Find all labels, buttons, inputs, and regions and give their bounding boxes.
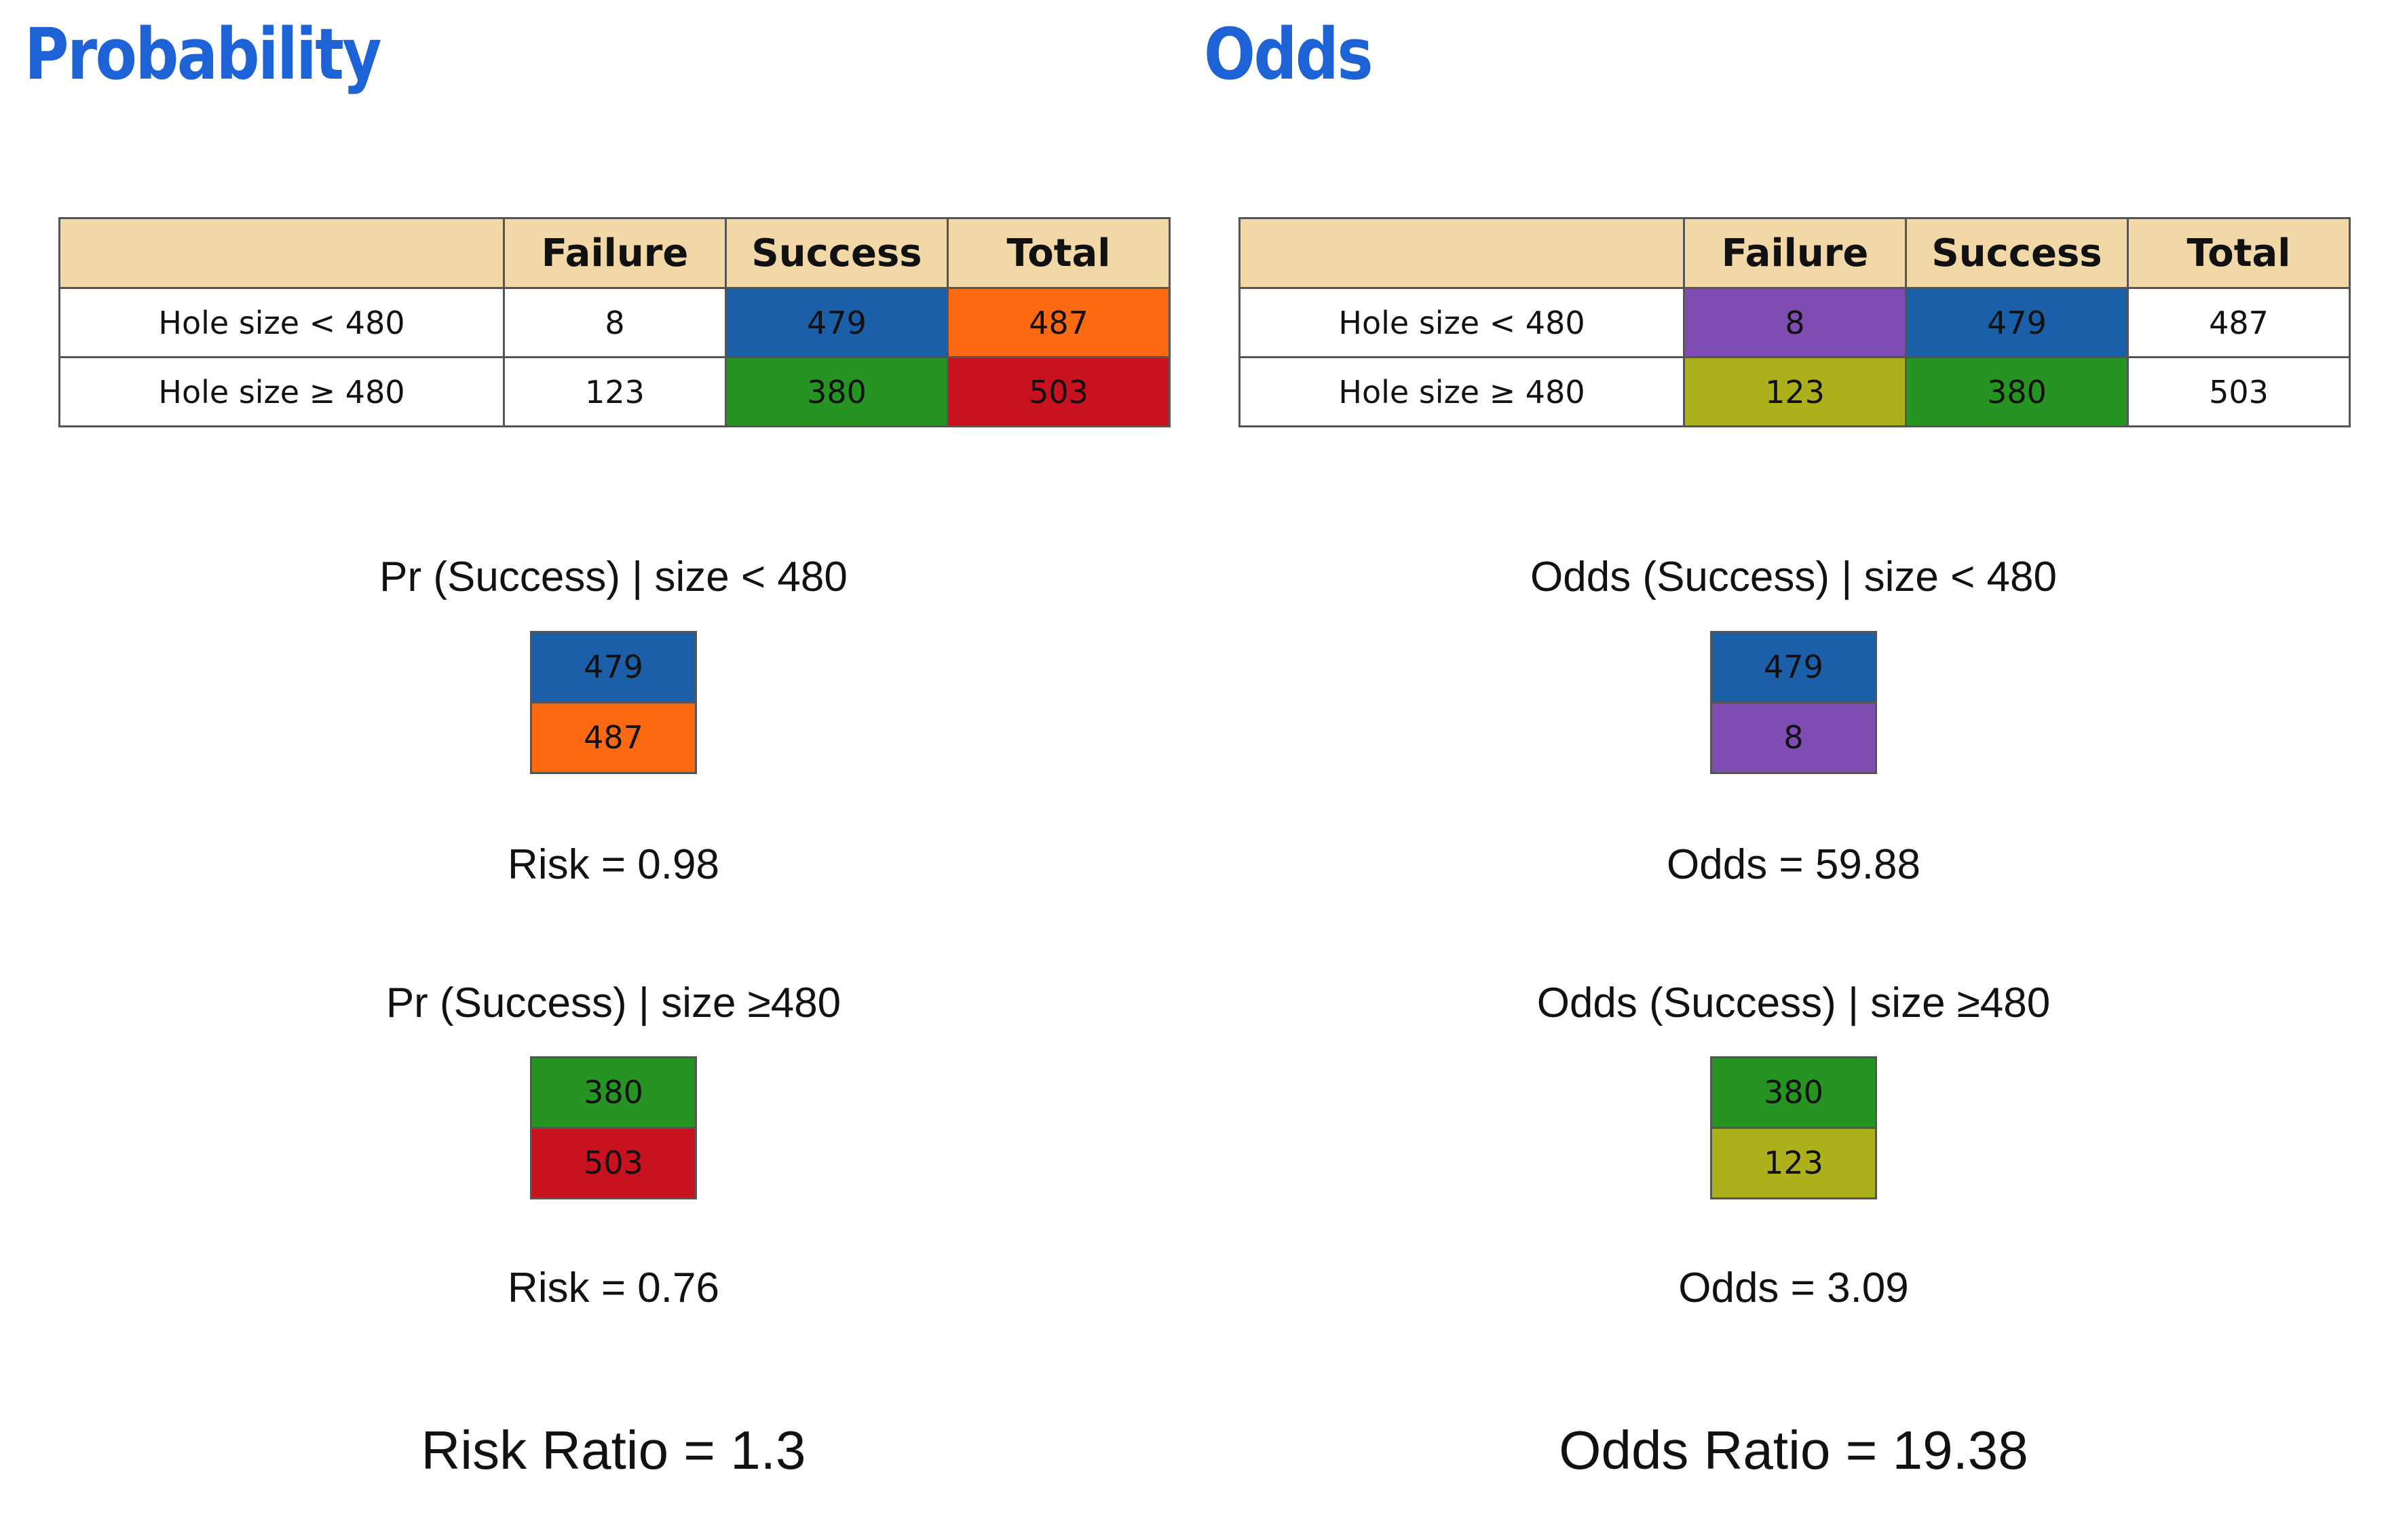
odds-ratio: Odds Ratio = 19.38	[1559, 1420, 2028, 1480]
table-header-row: Failure Success Total	[58, 217, 1171, 289]
fraction-numerator: 380	[1712, 1058, 1875, 1129]
row-label: Hole size < 480	[58, 287, 505, 358]
cell-failure: 8	[503, 287, 727, 358]
cell-success: 479	[1905, 287, 2129, 358]
probability-contingency-table: Failure Success Total Hole size < 480 8 …	[58, 217, 1171, 427]
header-success: Success	[725, 217, 949, 289]
header-corner	[58, 217, 505, 289]
fraction-denominator: 8	[1712, 704, 1875, 772]
row-label: Hole size ≥ 480	[58, 356, 505, 427]
header-success: Success	[1905, 217, 2129, 289]
odds-heading: Odds	[1204, 13, 1374, 96]
probability-calc1-label: Pr (Success) | size < 480	[379, 554, 848, 600]
cell-total: 487	[947, 287, 1171, 358]
cell-failure: 8	[1683, 287, 1907, 358]
table-row: Hole size ≥ 480 123 380 503	[58, 356, 1171, 427]
header-total: Total	[947, 217, 1171, 289]
odds-calc2-fraction: 380 123	[1710, 1056, 1877, 1199]
header-failure: Failure	[1683, 217, 1907, 289]
header-total: Total	[2127, 217, 2351, 289]
table-row: Hole size ≥ 480 123 380 503	[1238, 356, 2351, 427]
fraction-numerator: 380	[532, 1058, 695, 1129]
cell-failure: 123	[1683, 356, 1907, 427]
fraction-numerator: 479	[532, 633, 695, 704]
odds-calc2-result: Odds = 3.09	[1678, 1265, 1909, 1311]
cell-success: 479	[725, 287, 949, 358]
probability-heading: Probability	[24, 13, 382, 96]
odds-calc2-label: Odds (Success) | size ≥480	[1536, 980, 2051, 1026]
odds-calc1-fraction: 479 8	[1710, 631, 1877, 774]
probability-calc2-label: Pr (Success) | size ≥480	[385, 980, 841, 1026]
row-label: Hole size ≥ 480	[1238, 356, 1685, 427]
row-label: Hole size < 480	[1238, 287, 1685, 358]
header-corner	[1238, 217, 1685, 289]
table-header-row: Failure Success Total	[1238, 217, 2351, 289]
table-row: Hole size < 480 8 479 487	[1238, 287, 2351, 358]
cell-success: 380	[725, 356, 949, 427]
header-failure: Failure	[503, 217, 727, 289]
cell-total: 487	[2127, 287, 2351, 358]
table-row: Hole size < 480 8 479 487	[58, 287, 1171, 358]
fraction-denominator: 487	[532, 704, 695, 772]
fraction-denominator: 503	[532, 1129, 695, 1197]
risk-ratio: Risk Ratio = 1.3	[421, 1420, 806, 1480]
probability-calc2-result: Risk = 0.76	[508, 1265, 719, 1311]
cell-failure: 123	[503, 356, 727, 427]
fraction-denominator: 123	[1712, 1129, 1875, 1197]
probability-calc1-fraction: 479 487	[530, 631, 697, 774]
odds-calc1-result: Odds = 59.88	[1667, 841, 1920, 888]
odds-contingency-table: Failure Success Total Hole size < 480 8 …	[1238, 217, 2351, 427]
cell-total: 503	[947, 356, 1171, 427]
cell-total: 503	[2127, 356, 2351, 427]
cell-success: 380	[1905, 356, 2129, 427]
probability-calc2-fraction: 380 503	[530, 1056, 697, 1199]
odds-calc1-label: Odds (Success) | size < 480	[1530, 554, 2057, 600]
probability-calc1-result: Risk = 0.98	[508, 841, 719, 888]
fraction-numerator: 479	[1712, 633, 1875, 704]
